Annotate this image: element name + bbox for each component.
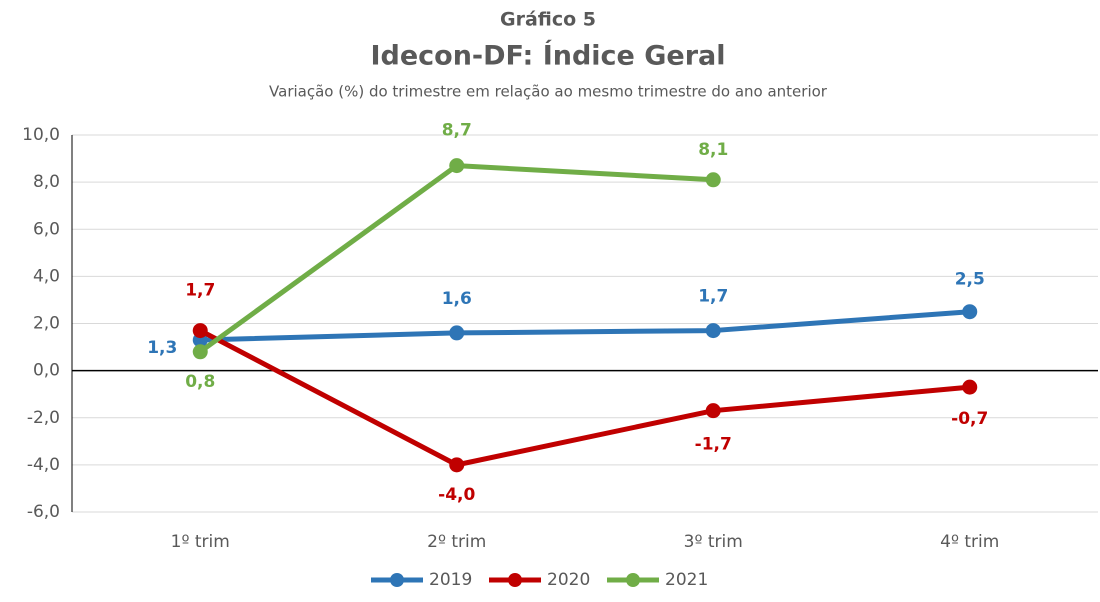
point [705,323,721,339]
y-tick-label: -4,0 [27,455,60,475]
point [192,323,208,339]
legend-marker [626,573,640,587]
data-label: 1,3 [147,338,177,358]
series-line [199,328,970,468]
y-tick-label: 2,0 [33,314,60,334]
x-tick-label: 2º trim [427,532,486,552]
point [705,403,721,419]
data-label: 1,7 [698,287,728,307]
data-label: -4,0 [438,485,475,505]
data-label: 8,1 [698,140,728,160]
data-label: -1,7 [695,435,732,455]
y-tick-label: 6,0 [33,219,60,239]
point [962,304,978,320]
legend-label: 2019 [429,570,472,590]
legend-marker [390,573,404,587]
chart-subtitle: Variação (%) do trimestre em relação ao … [269,83,828,101]
point [962,379,978,395]
y-tick-label: 4,0 [33,266,60,286]
data-label: 1,6 [442,289,472,309]
y-tick-label: 10,0 [22,125,60,145]
series-line [200,309,970,343]
y-tick-label: 8,0 [33,172,60,192]
chart-title: Gráfico 5 [500,9,596,31]
legend-marker [508,573,522,587]
legend-label: 2021 [665,570,708,590]
point [192,344,208,360]
y-tick-label: 0,0 [33,361,60,381]
chart-main-subtitle: Idecon-DF: Índice Geral [370,40,725,72]
data-label: 8,7 [442,121,472,141]
x-tick-label: 1º trim [171,532,230,552]
x-tick-label: 4º trim [940,532,999,552]
point [449,457,465,473]
data-label: -0,7 [951,409,988,429]
data-label: 2,5 [955,270,985,290]
point [449,325,465,341]
y-tick-label: -6,0 [27,502,60,522]
point [705,172,721,188]
legend-label: 2020 [547,570,590,590]
x-tick-label: 3º trim [684,532,743,552]
data-label: 0,8 [185,372,215,392]
data-label: 1,7 [185,281,215,301]
y-tick-label: -2,0 [27,408,60,428]
point [449,158,465,174]
